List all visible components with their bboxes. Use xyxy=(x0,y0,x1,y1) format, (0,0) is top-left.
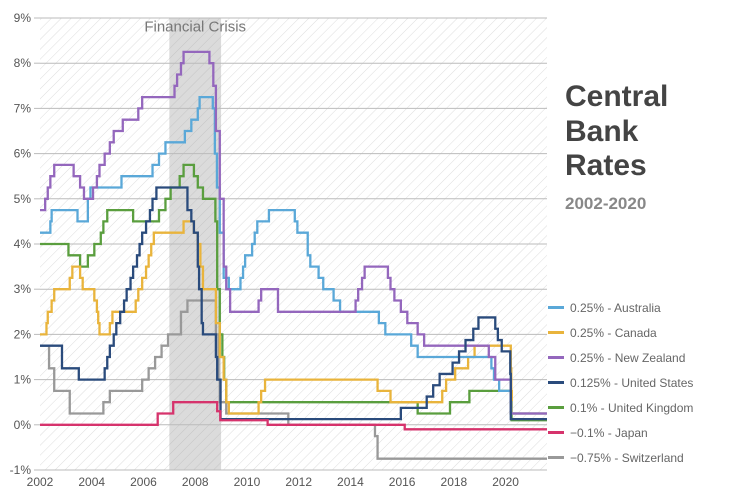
legend-item-new-zealand: 0.25% - New Zealand xyxy=(548,345,728,370)
legend-item-canada: 0.25% - Canada xyxy=(548,320,728,345)
legend-item-switzerland: −0.75% - Switzerland xyxy=(548,445,728,470)
x-tick-label: 2014 xyxy=(337,475,364,489)
legend-label: 0.1% - United Kingdom xyxy=(570,401,693,415)
crisis-label: Financial Crisis xyxy=(144,19,246,36)
y-tick-label: 7% xyxy=(14,101,32,115)
x-tick-label: 2018 xyxy=(441,475,468,489)
legend-item-japan: −0.1% - Japan xyxy=(548,420,728,445)
legend-swatch xyxy=(548,431,564,434)
y-tick-label: 6% xyxy=(14,147,32,161)
legend-label: −0.1% - Japan xyxy=(570,426,648,440)
x-tick-label: 2004 xyxy=(78,475,105,489)
title-block: Central Bank Rates 2002-2020 xyxy=(565,80,725,214)
x-tick-label: 2008 xyxy=(182,475,209,489)
x-tick-label: 2016 xyxy=(389,475,416,489)
x-tick-label: 2002 xyxy=(27,475,54,489)
legend-label: −0.75% - Switzerland xyxy=(570,451,684,465)
chart-subtitle: 2002-2020 xyxy=(565,194,725,214)
y-tick-label: 0% xyxy=(14,418,32,432)
legend-swatch xyxy=(548,406,564,409)
legend-swatch xyxy=(548,356,564,359)
y-tick-label: 8% xyxy=(14,56,32,70)
legend-swatch xyxy=(548,306,564,309)
legend-item-united-states: 0.125% - United States xyxy=(548,370,728,395)
chart-title: Central Bank Rates xyxy=(565,80,725,184)
legend-swatch xyxy=(548,331,564,334)
legend-item-australia: 0.25% - Australia xyxy=(548,295,728,320)
y-tick-label: 9% xyxy=(14,11,32,25)
legend-label: 0.25% - New Zealand xyxy=(570,351,685,365)
x-tick-label: 2020 xyxy=(492,475,519,489)
x-tick-label: 2006 xyxy=(130,475,157,489)
x-tick-label: 2010 xyxy=(234,475,261,489)
legend-label: 0.125% - United States xyxy=(570,376,693,390)
x-tick-label: 2012 xyxy=(285,475,312,489)
y-tick-label: 5% xyxy=(14,192,32,206)
y-tick-label: 4% xyxy=(14,237,32,251)
legend-label: 0.25% - Canada xyxy=(570,326,657,340)
legend-label: 0.25% - Australia xyxy=(570,301,661,315)
legend-swatch xyxy=(548,381,564,384)
legend-item-united-kingdom: 0.1% - United Kingdom xyxy=(548,395,728,420)
y-tick-label: 1% xyxy=(14,373,32,387)
legend: 0.25% - Australia 0.25% - Canada 0.25% - N… xyxy=(548,295,728,470)
y-tick-label: 2% xyxy=(14,327,32,341)
legend-swatch xyxy=(548,456,564,459)
chart-container: Financial Crisis-1%0%1%2%3%4%5%6%7%8%9%2… xyxy=(0,0,730,500)
y-tick-label: 3% xyxy=(14,282,32,296)
